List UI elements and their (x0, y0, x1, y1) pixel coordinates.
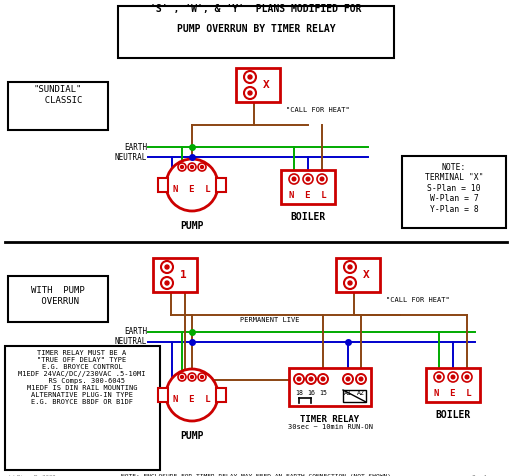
Text: A1: A1 (344, 390, 352, 396)
Text: EARTH: EARTH (124, 327, 147, 337)
Text: X: X (362, 270, 369, 280)
Text: BOILER: BOILER (290, 212, 326, 222)
Circle shape (198, 373, 206, 381)
Circle shape (201, 166, 203, 169)
Text: NEUTRAL: NEUTRAL (115, 337, 147, 347)
Circle shape (165, 265, 169, 269)
FancyBboxPatch shape (153, 258, 197, 292)
Text: "SUNDIAL"
  CLASSIC: "SUNDIAL" CLASSIC (34, 85, 82, 105)
Circle shape (161, 261, 173, 273)
Text: TIMER RELAY MUST BE A
"TRUE OFF DELAY" TYPE
E.G. BROYCE CONTROL
M1EDF 24VAC/DC//: TIMER RELAY MUST BE A "TRUE OFF DELAY" T… (18, 350, 146, 405)
Circle shape (434, 372, 444, 382)
FancyBboxPatch shape (236, 68, 280, 102)
Text: Rev 1a: Rev 1a (472, 475, 490, 476)
Text: WITH  PUMP
 OVERRUN: WITH PUMP OVERRUN (31, 286, 85, 306)
Circle shape (165, 281, 169, 285)
Circle shape (248, 91, 252, 95)
FancyBboxPatch shape (158, 178, 168, 192)
Circle shape (161, 277, 173, 289)
FancyBboxPatch shape (8, 276, 108, 322)
Circle shape (303, 174, 313, 184)
Circle shape (356, 374, 366, 384)
Text: TIMER RELAY: TIMER RELAY (301, 415, 359, 424)
Circle shape (344, 277, 356, 289)
Text: 'S' , 'W', & 'Y'  PLANS MODIFIED FOR: 'S' , 'W', & 'Y' PLANS MODIFIED FOR (150, 4, 362, 14)
Circle shape (462, 372, 472, 382)
Circle shape (244, 71, 256, 83)
Text: "CALL FOR HEAT": "CALL FOR HEAT" (286, 107, 350, 113)
Text: 1: 1 (180, 270, 186, 280)
Circle shape (317, 174, 327, 184)
Circle shape (448, 372, 458, 382)
Circle shape (320, 177, 324, 181)
Circle shape (348, 281, 352, 285)
Text: PERMANENT LIVE: PERMANENT LIVE (240, 317, 300, 323)
Text: X: X (263, 80, 269, 90)
Text: N  E  L: N E L (173, 395, 211, 404)
FancyBboxPatch shape (426, 368, 480, 402)
FancyBboxPatch shape (336, 258, 380, 292)
Text: EARTH: EARTH (124, 142, 147, 151)
Circle shape (294, 374, 304, 384)
Circle shape (201, 376, 203, 378)
Circle shape (181, 166, 183, 169)
Circle shape (344, 261, 356, 273)
Text: PUMP: PUMP (180, 221, 204, 231)
FancyBboxPatch shape (281, 170, 335, 204)
Text: PUMP OVERRUN BY TIMER RELAY: PUMP OVERRUN BY TIMER RELAY (177, 24, 335, 34)
Circle shape (188, 163, 196, 171)
Circle shape (437, 375, 441, 379)
FancyBboxPatch shape (216, 178, 226, 192)
Circle shape (181, 376, 183, 378)
Circle shape (198, 163, 206, 171)
Circle shape (318, 374, 328, 384)
Text: N  E  L: N E L (173, 185, 211, 194)
Circle shape (306, 177, 310, 181)
FancyBboxPatch shape (158, 388, 168, 402)
Circle shape (348, 265, 352, 269)
Text: BOILER: BOILER (435, 410, 471, 420)
Circle shape (188, 373, 196, 381)
Text: NOTE:
TERMINAL "X"
S-Plan = 10
W-Plan = 7
Y-Plan = 8: NOTE: TERMINAL "X" S-Plan = 10 W-Plan = … (425, 163, 483, 214)
Text: NOTE: ENCLOSURE FOR TIMER RELAY MAY NEED AN EARTH CONNECTION (NOT SHOWN): NOTE: ENCLOSURE FOR TIMER RELAY MAY NEED… (121, 474, 391, 476)
Text: 30sec ~ 10min RUN-ON: 30sec ~ 10min RUN-ON (288, 424, 373, 430)
Circle shape (346, 377, 350, 381)
Circle shape (190, 376, 194, 378)
Circle shape (343, 374, 353, 384)
FancyBboxPatch shape (118, 6, 394, 58)
Text: "CALL FOR HEAT": "CALL FOR HEAT" (386, 297, 450, 303)
Text: A2: A2 (357, 390, 365, 396)
Text: NEUTRAL: NEUTRAL (115, 152, 147, 161)
Circle shape (321, 377, 325, 381)
Circle shape (297, 377, 301, 381)
FancyBboxPatch shape (216, 388, 226, 402)
Circle shape (190, 166, 194, 169)
Circle shape (359, 377, 363, 381)
Text: 15: 15 (319, 390, 327, 396)
Circle shape (248, 75, 252, 79)
Circle shape (178, 373, 186, 381)
Circle shape (309, 377, 313, 381)
FancyBboxPatch shape (5, 346, 160, 470)
Text: (c) BinaryDc 2009: (c) BinaryDc 2009 (8, 475, 55, 476)
Text: PUMP: PUMP (180, 431, 204, 441)
Text: 16: 16 (307, 390, 315, 396)
FancyBboxPatch shape (8, 82, 108, 130)
FancyBboxPatch shape (289, 368, 371, 406)
Circle shape (166, 369, 218, 421)
Circle shape (306, 374, 316, 384)
Circle shape (465, 375, 469, 379)
Circle shape (166, 159, 218, 211)
Text: 18: 18 (295, 390, 303, 396)
Text: N  E  L: N E L (289, 191, 327, 200)
Circle shape (292, 177, 296, 181)
FancyBboxPatch shape (402, 156, 506, 228)
Text: N  E  L: N E L (434, 389, 472, 398)
FancyBboxPatch shape (343, 390, 366, 402)
Circle shape (289, 174, 299, 184)
Circle shape (178, 163, 186, 171)
Circle shape (244, 87, 256, 99)
Circle shape (451, 375, 455, 379)
